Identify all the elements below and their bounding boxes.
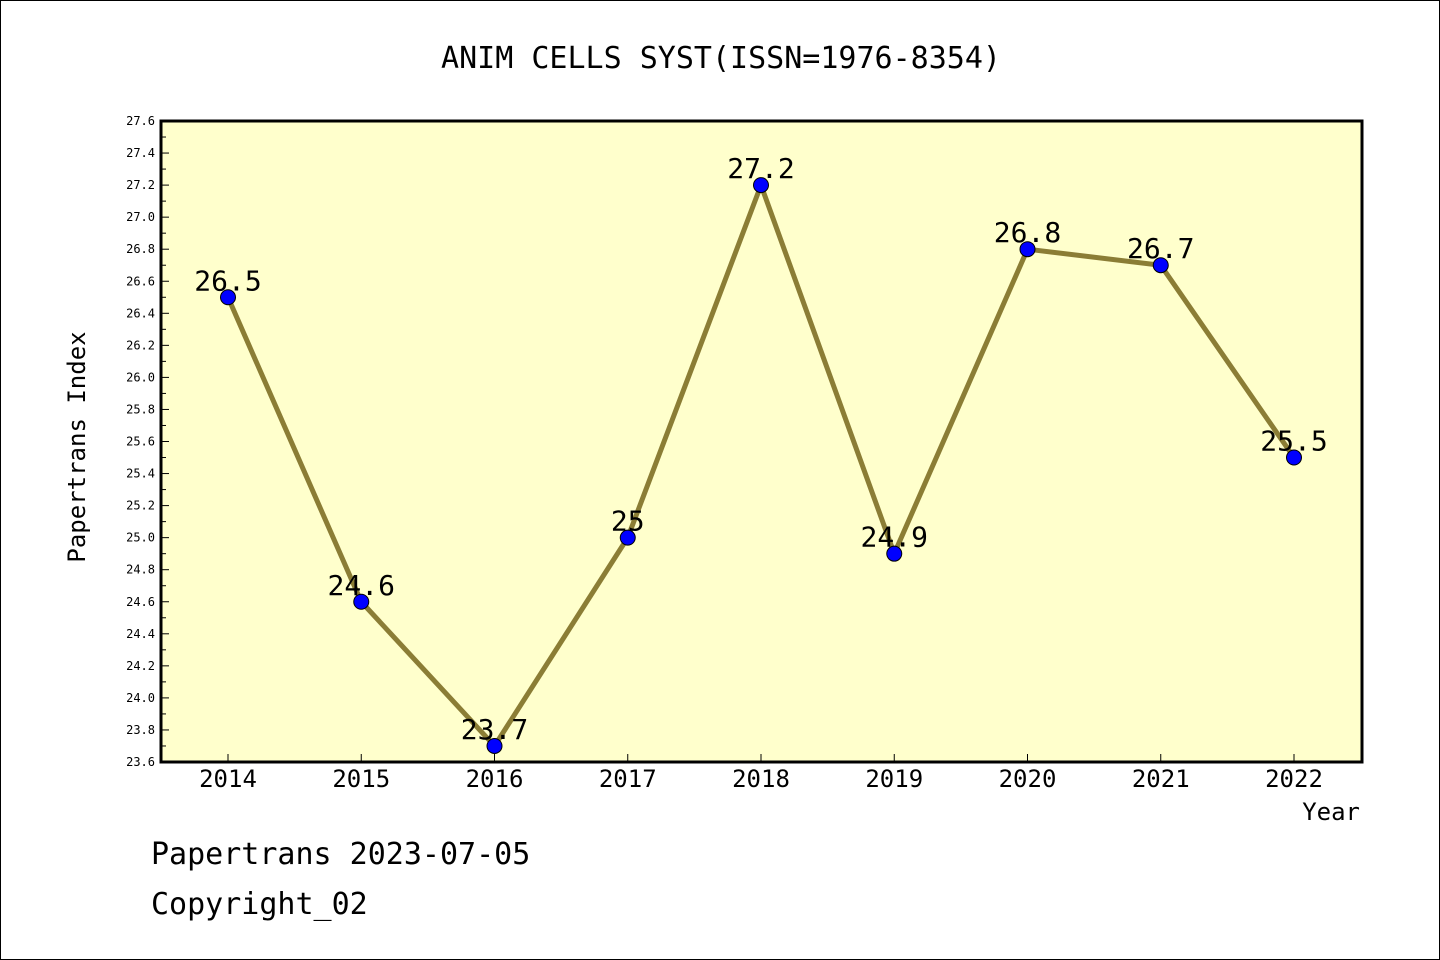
chart-canvas: ANIM CELLS SYST(ISSN=1976-8354) 23.6 23.8…: [0, 0, 1440, 960]
y-tick-label: 25.4: [126, 467, 155, 481]
data-label: 24.6: [328, 569, 395, 602]
y-tick-label: 26.2: [126, 338, 155, 352]
chart-title: ANIM CELLS SYST(ISSN=1976-8354): [441, 41, 1001, 76]
x-tick-label: 2022: [1265, 765, 1323, 793]
y-tick-label: 23.6: [126, 755, 155, 769]
y-tick-label: 24.2: [126, 659, 155, 673]
line-chart: ANIM CELLS SYST(ISSN=1976-8354) 23.6 23.8…: [1, 1, 1439, 959]
y-tick-label: 26.4: [126, 306, 155, 320]
y-tick-label: 26.6: [126, 274, 155, 288]
data-label: 23.7: [461, 713, 528, 746]
y-tick-label: 24.6: [126, 595, 155, 609]
x-tick-label: 2018: [732, 765, 790, 793]
x-tick-label: 2015: [332, 765, 390, 793]
y-tick-label: 27.4: [126, 146, 155, 160]
x-tick-label: 2017: [599, 765, 657, 793]
x-tick-label: 2016: [466, 765, 524, 793]
footer-copyright: Copyright_02: [151, 887, 368, 922]
data-label: 24.9: [861, 521, 928, 554]
y-tick-label: 24.8: [126, 563, 155, 577]
y-tick-label: 27.0: [126, 210, 155, 224]
y-tick-label: 26.0: [126, 370, 155, 384]
y-tick-label: 27.6: [126, 114, 155, 128]
data-label: 25.5: [1260, 425, 1327, 458]
y-tick-label: 26.8: [126, 242, 155, 256]
footer-date: Papertrans 2023-07-05: [151, 837, 530, 872]
y-tick-label: 25.8: [126, 402, 155, 416]
data-label: 25: [611, 505, 645, 538]
y-tick-label: 24.4: [126, 627, 155, 641]
y-tick-label: 25.0: [126, 531, 155, 545]
x-tick-label: 2014: [199, 765, 257, 793]
x-tick-label: 2019: [865, 765, 923, 793]
y-tick-label: 27.2: [126, 178, 155, 192]
y-axis-label: Papertrans Index: [63, 331, 91, 562]
data-label: 26.8: [994, 216, 1061, 249]
y-tick-label: 23.8: [126, 723, 155, 737]
y-tick-label: 25.6: [126, 435, 155, 449]
x-tick-label: 2020: [999, 765, 1057, 793]
x-tick-label: 2021: [1132, 765, 1190, 793]
data-label: 26.7: [1127, 232, 1194, 265]
y-tick-label: 25.2: [126, 499, 155, 513]
x-axis-label: Year: [1302, 798, 1360, 826]
data-label: 27.2: [727, 152, 794, 185]
y-tick-label: 24.0: [126, 691, 155, 705]
data-label: 26.5: [194, 264, 261, 297]
plot-area: [161, 121, 1362, 762]
